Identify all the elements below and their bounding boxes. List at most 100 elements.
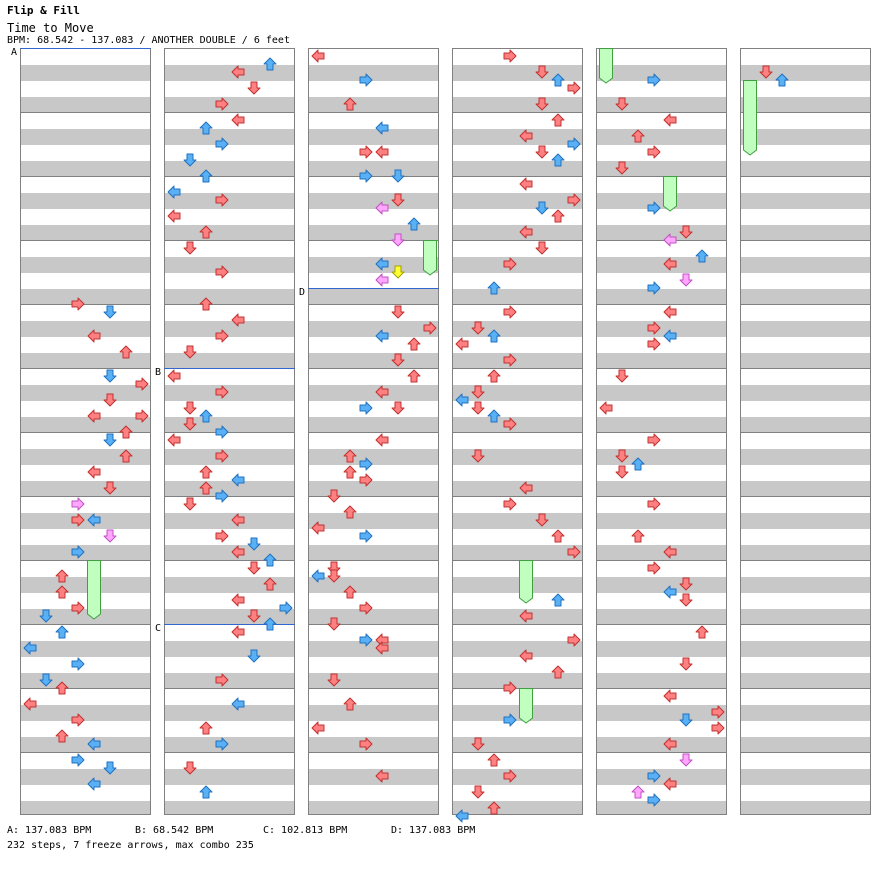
step-arrow-up-icon (343, 449, 357, 463)
step-arrow-down-icon (327, 673, 341, 687)
step-arrow-down-icon (39, 673, 53, 687)
chart-summary: 232 steps, 7 freeze arrows, max combo 23… (7, 840, 254, 851)
step-arrow-right-icon (647, 793, 661, 807)
step-arrow-up-icon (487, 409, 501, 423)
step-arrow-left-icon (231, 697, 245, 711)
step-arrow-up-icon (199, 721, 213, 735)
step-arrow-up-icon (199, 409, 213, 423)
step-arrow-right-icon (359, 633, 373, 647)
step-arrow-down-icon (247, 537, 261, 551)
step-arrow-left-icon (375, 121, 389, 135)
bpm-legend-c: C: 102.813 BPM (263, 825, 348, 836)
step-arrow-right-icon (71, 497, 85, 511)
step-arrow-left-icon (87, 409, 101, 423)
freeze-arrow (87, 560, 101, 620)
step-arrow-down-icon (183, 417, 197, 431)
step-arrow-left-icon (87, 329, 101, 343)
step-arrow-down-icon (471, 449, 485, 463)
step-arrow-left-icon (663, 689, 677, 703)
step-arrow-right-icon (71, 657, 85, 671)
step-arrow-left-icon (663, 233, 677, 247)
measure-line (453, 240, 582, 241)
measure-line (21, 240, 150, 241)
step-arrow-down-icon (247, 81, 261, 95)
step-arrow-up-icon (551, 73, 565, 87)
step-arrow-down-icon (535, 241, 549, 255)
measure-line (741, 752, 870, 753)
step-arrow-left-icon (231, 513, 245, 527)
measure-line (21, 304, 150, 305)
measure-line (165, 560, 294, 561)
measure-line (309, 560, 438, 561)
step-arrow-left-icon (519, 225, 533, 239)
step-arrow-down-icon (183, 761, 197, 775)
freeze-arrow (599, 48, 613, 84)
step-arrow-left-icon (167, 209, 181, 223)
measure-line (309, 432, 438, 433)
step-arrow-right-icon (567, 81, 581, 95)
step-arrow-left-icon (311, 569, 325, 583)
step-arrow-left-icon (23, 697, 37, 711)
step-arrow-right-icon (503, 713, 517, 727)
step-arrow-down-icon (471, 385, 485, 399)
step-arrow-left-icon (663, 305, 677, 319)
step-arrow-down-icon (471, 785, 485, 799)
step-arrow-right-icon (359, 529, 373, 543)
measure-line (453, 432, 582, 433)
step-arrow-down-icon (327, 489, 341, 503)
measure-line (21, 560, 150, 561)
step-arrow-up-icon (263, 577, 277, 591)
measure-line (597, 432, 726, 433)
step-arrow-down-icon (615, 369, 629, 383)
bpm-change-label: A (11, 47, 18, 58)
step-arrow-left-icon (231, 545, 245, 559)
step-arrow-up-icon (695, 625, 709, 639)
step-arrow-up-icon (407, 217, 421, 231)
step-arrow-left-icon (311, 721, 325, 735)
step-arrow-left-icon (375, 641, 389, 655)
step-arrow-down-icon (535, 201, 549, 215)
bpm-change-label: D (299, 287, 306, 298)
step-arrow-right-icon (215, 737, 229, 751)
step-arrow-up-icon (551, 113, 565, 127)
step-arrow-left-icon (599, 401, 613, 415)
measure-line (453, 176, 582, 177)
step-arrow-down-icon (247, 609, 261, 623)
step-arrow-up-icon (199, 297, 213, 311)
step-arrow-right-icon (359, 737, 373, 751)
measure-line (309, 496, 438, 497)
step-arrow-right-icon (503, 305, 517, 319)
step-arrow-left-icon (663, 257, 677, 271)
step-arrow-left-icon (231, 313, 245, 327)
measure-line (741, 560, 870, 561)
step-arrow-up-icon (199, 465, 213, 479)
step-arrow-right-icon (503, 681, 517, 695)
step-arrow-down-icon (535, 513, 549, 527)
measure-line (597, 752, 726, 753)
measure-line (741, 176, 870, 177)
step-arrow-down-icon (183, 241, 197, 255)
step-arrow-left-icon (231, 473, 245, 487)
measure-line (309, 112, 438, 113)
bpm-change-line (164, 368, 295, 369)
measure-line (309, 368, 438, 369)
step-arrow-right-icon (647, 321, 661, 335)
step-arrow-right-icon (359, 401, 373, 415)
step-arrow-left-icon (167, 433, 181, 447)
step-arrow-right-icon (71, 601, 85, 615)
measure-line (597, 112, 726, 113)
step-arrow-right-icon (647, 337, 661, 351)
step-arrow-up-icon (55, 681, 69, 695)
step-arrow-left-icon (231, 593, 245, 607)
step-arrow-up-icon (631, 785, 645, 799)
step-arrow-up-icon (119, 449, 133, 463)
chart-column-5 (596, 48, 727, 815)
step-arrow-right-icon (71, 513, 85, 527)
measure-line (453, 304, 582, 305)
measure-line (309, 688, 438, 689)
step-arrow-down-icon (535, 97, 549, 111)
step-arrow-up-icon (55, 569, 69, 583)
step-arrow-left-icon (663, 113, 677, 127)
step-arrow-left-icon (663, 777, 677, 791)
step-arrow-up-icon (55, 729, 69, 743)
